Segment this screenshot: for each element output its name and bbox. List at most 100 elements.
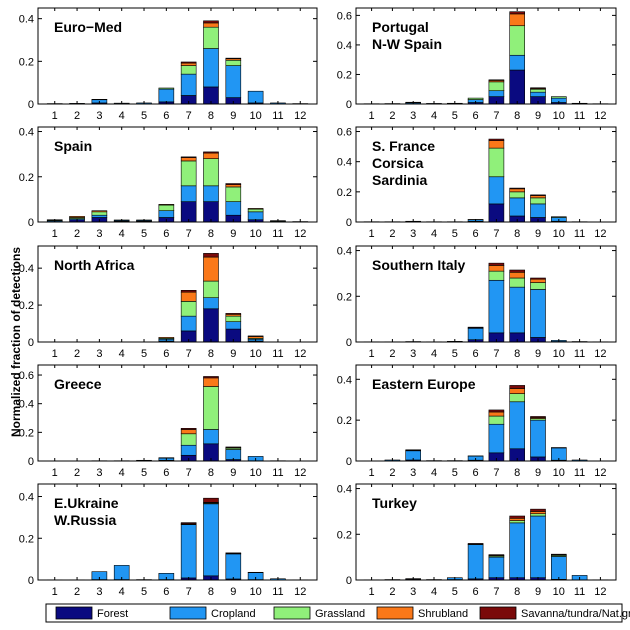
bar-shrubland-6 (159, 337, 174, 338)
x-tick-label: 10 (553, 467, 565, 479)
bar-grassland-10 (248, 209, 263, 212)
bar-savanna-tundra-nat-grass-9 (226, 58, 241, 59)
x-tick-label: 4 (431, 348, 437, 360)
bar-grassland-7 (181, 434, 196, 445)
x-tick-label: 9 (230, 348, 236, 360)
x-tick-label: 1 (369, 228, 375, 240)
bar-shrubland-8 (203, 153, 218, 159)
bar-cropland-7 (489, 424, 504, 453)
bar-savanna-tundra-nat-grass-7 (489, 410, 504, 412)
bar-savanna-tundra-nat-grass-6 (468, 327, 483, 328)
y-tick-label: 0.2 (337, 187, 352, 199)
legend-label-forest: Forest (97, 608, 128, 620)
x-tick-label: 3 (96, 348, 102, 360)
x-tick-label: 7 (493, 586, 499, 598)
y-tick-label: 0.4 (337, 246, 352, 258)
panel-title-line: Southern Italy (372, 257, 466, 273)
x-tick-label: 6 (473, 348, 479, 360)
bar-shrubland-7 (181, 63, 196, 66)
y-tick-label: 0.2 (19, 172, 34, 184)
x-tick-label: 2 (389, 467, 395, 479)
bar-grassland-6 (159, 205, 174, 211)
x-tick-label: 11 (574, 467, 585, 479)
x-tick-label: 4 (119, 228, 125, 240)
panel-title-line: Portugal (372, 19, 429, 35)
x-tick-label: 4 (119, 586, 125, 598)
bar-shrubland-7 (489, 265, 504, 271)
bar-shrubland-7 (181, 292, 196, 301)
x-tick-label: 5 (452, 228, 458, 240)
bar-shrubland-3 (92, 211, 107, 212)
bar-cropland-9 (531, 289, 546, 337)
y-tick-label: 0.6 (337, 127, 352, 139)
x-tick-label: 4 (431, 586, 437, 598)
x-tick-label: 6 (473, 586, 479, 598)
bar-cropland-8 (510, 402, 525, 449)
x-tick-label: 9 (535, 228, 541, 240)
x-tick-label: 6 (473, 110, 479, 122)
y-tick-label: 0.2 (19, 533, 34, 545)
bar-grassland-8 (510, 26, 525, 56)
bar-cropland-7 (181, 445, 196, 455)
bar-shrubland-8 (203, 257, 218, 281)
x-tick-label: 1 (52, 467, 58, 479)
x-tick-label: 3 (410, 348, 416, 360)
bar-cropland-10 (551, 556, 566, 579)
bar-cropland-8 (203, 504, 218, 576)
x-tick-label: 11 (272, 467, 283, 479)
bar-cropland-6 (159, 211, 174, 218)
x-tick-label: 1 (369, 110, 375, 122)
bar-savanna-tundra-nat-grass-8 (203, 21, 218, 23)
x-tick-label: 9 (230, 110, 236, 122)
x-tick-label: 5 (452, 348, 458, 360)
bar-cropland-9 (531, 92, 546, 96)
bar-savanna-tundra-nat-grass-9 (531, 509, 546, 511)
x-tick-label: 2 (74, 467, 80, 479)
bar-forest-8 (510, 70, 525, 104)
x-tick-label: 12 (294, 110, 306, 122)
bar-grassland-6 (468, 98, 483, 99)
y-tick-label: 0 (28, 217, 34, 229)
x-tick-label: 8 (208, 467, 214, 479)
x-tick-label: 2 (389, 586, 395, 598)
y-tick-label: 0 (28, 99, 34, 111)
bar-cropland-8 (203, 429, 218, 443)
x-tick-label: 2 (74, 586, 80, 598)
y-tick-label: 0.4 (337, 157, 352, 169)
bar-grassland-8 (203, 386, 218, 429)
bar-cropland-8 (203, 298, 218, 309)
bar-cropland-6 (468, 328, 483, 339)
bar-savanna-tundra-nat-grass-9 (531, 278, 546, 279)
x-tick-label: 6 (473, 467, 479, 479)
x-tick-label: 4 (119, 467, 125, 479)
x-tick-label: 3 (410, 586, 416, 598)
x-tick-label: 11 (574, 228, 585, 240)
bar-cropland-6 (159, 89, 174, 102)
y-tick-label: 0 (28, 337, 34, 349)
x-tick-label: 6 (473, 228, 479, 240)
bar-shrubland-8 (203, 23, 218, 27)
bar-grassland-9 (531, 283, 546, 290)
bar-grassland-7 (489, 148, 504, 177)
bar-grassland-8 (510, 521, 525, 523)
y-tick-label: 0 (346, 456, 352, 468)
x-tick-label: 1 (52, 348, 58, 360)
x-tick-label: 2 (389, 110, 395, 122)
x-tick-label: 9 (230, 228, 236, 240)
y-tick-label: 0.4 (19, 127, 34, 139)
bar-shrubland-7 (181, 429, 196, 433)
bar-cropland-8 (510, 198, 525, 216)
x-tick-label: 4 (431, 467, 437, 479)
x-tick-label: 9 (535, 586, 541, 598)
x-tick-label: 3 (96, 467, 102, 479)
y-tick-label: 0 (346, 337, 352, 349)
bar-shrubland-8 (203, 378, 218, 387)
x-tick-label: 10 (553, 228, 565, 240)
x-tick-label: 12 (294, 586, 306, 598)
x-tick-label: 6 (163, 348, 169, 360)
bar-cropland-8 (510, 287, 525, 333)
bar-cropland-8 (510, 523, 525, 578)
x-tick-label: 5 (452, 586, 458, 598)
